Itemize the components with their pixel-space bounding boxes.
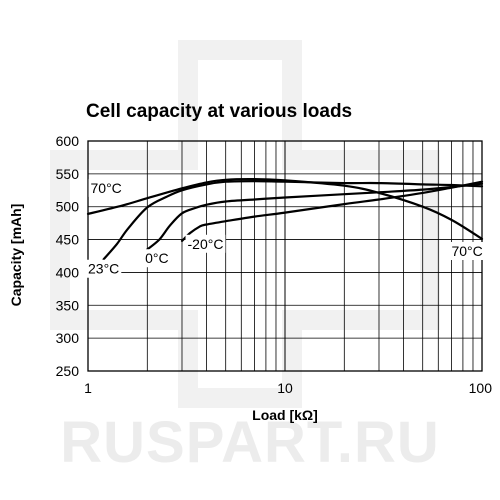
series-line-0c xyxy=(146,182,484,251)
series-line-minus-20c xyxy=(180,180,484,242)
x-axis-label: Load [kΩ] xyxy=(252,407,318,423)
annotation-background xyxy=(86,259,122,278)
y-axis-label: Capacity [mAh] xyxy=(8,204,24,307)
x-tick-label: 1 xyxy=(84,380,92,396)
y-tick-label: 300 xyxy=(56,330,80,346)
chart-title: Cell capacity at various loads xyxy=(86,101,352,122)
series-layer xyxy=(86,177,484,261)
series-annotations: 70°C 23°C 0°C -20°C 70°C xyxy=(86,178,485,278)
series-annotation-label: 70°C xyxy=(91,180,122,196)
annotation-background xyxy=(185,234,226,253)
watermark-text: RUSPART.RU xyxy=(60,410,440,475)
watermark-cross-shape xyxy=(50,40,440,408)
y-tick-label: 450 xyxy=(56,232,80,248)
y-tick-labels: 250 300 350 400 450 500 550 600 xyxy=(56,133,80,379)
x-tick-label: 10 xyxy=(277,380,293,396)
y-tick-label: 250 xyxy=(56,363,80,379)
x-tick-labels: 1 10 100 xyxy=(84,380,492,396)
y-tick-label: 350 xyxy=(56,297,80,313)
series-annotation-label: 23°C xyxy=(88,261,119,277)
series-annotation-label: -20°C xyxy=(188,236,224,252)
y-tick-label: 550 xyxy=(56,166,80,182)
y-tick-label: 600 xyxy=(56,133,80,149)
y-tick-label: 400 xyxy=(56,264,80,280)
series-line-23c xyxy=(102,180,484,261)
series-annotation-label: 0°C xyxy=(145,250,169,266)
annotation-background xyxy=(143,249,171,268)
grid xyxy=(88,141,482,371)
series-annotation-label: 70°C xyxy=(451,243,482,259)
annotation-background xyxy=(88,178,124,197)
y-tick-label: 500 xyxy=(56,199,80,215)
series-line-70c xyxy=(86,177,484,240)
annotation-background xyxy=(449,242,485,260)
x-tick-label: 100 xyxy=(469,380,493,396)
